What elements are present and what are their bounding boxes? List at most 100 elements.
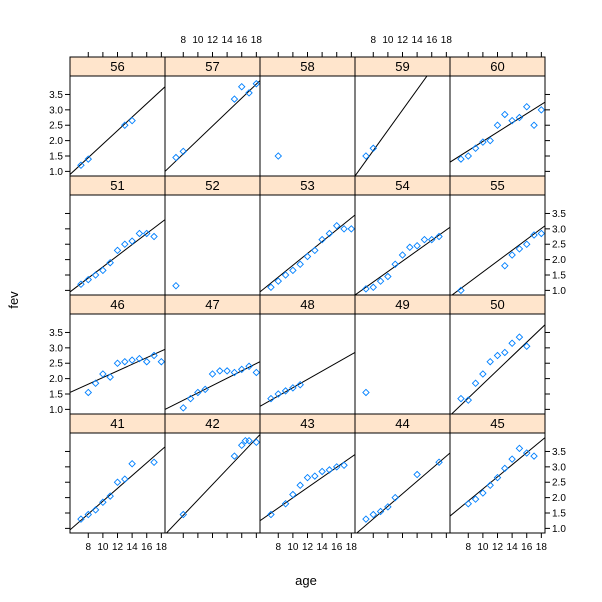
point-55-2 [508, 251, 516, 259]
strip-label-58: 58 [300, 59, 314, 74]
x-tick-label: 16 [236, 35, 248, 46]
y-tick-label: 1.0 [49, 405, 63, 416]
point-44-5 [413, 470, 421, 479]
x-tick-label: 8 [370, 35, 376, 46]
point-45-5 [501, 464, 509, 473]
point-51-3 [99, 266, 107, 275]
regression-line-44 [356, 452, 450, 533]
axes-layer: 8 10 12 14 16 188 10 12 14 16 188 10 12 14 16 188 10 12 14… [49, 35, 566, 553]
point-60-0 [457, 155, 465, 163]
point-50-8 [515, 333, 524, 341]
point-41-8 [150, 458, 158, 466]
panel-45: 45 [449, 413, 546, 534]
x-tick-label: 16 [331, 542, 343, 553]
x-tick-label: 10 [287, 542, 299, 553]
point-50-2 [471, 379, 480, 387]
point-54-2 [376, 277, 385, 285]
y-tick-label: 1.5 [552, 509, 566, 520]
point-43-1 [281, 500, 290, 508]
point-48-4 [296, 381, 304, 389]
strip-label-43: 43 [300, 416, 314, 431]
point-43-9 [340, 461, 348, 470]
point-54-3 [384, 272, 392, 281]
x-tick-label: 14 [222, 35, 234, 46]
panel-41: 41 [69, 413, 166, 534]
y-tick-label: 2.0 [552, 493, 566, 504]
point-58-0 [274, 152, 283, 160]
point-47-5 [216, 367, 224, 375]
point-54-10 [435, 232, 443, 241]
point-47-7 [230, 368, 239, 377]
point-47-4 [208, 370, 217, 378]
point-46-3 [106, 373, 114, 381]
panel-47: 47 [164, 294, 261, 415]
y-tick-label: 1.0 [552, 286, 566, 297]
regression-line-60 [450, 101, 545, 163]
point-53-2 [281, 271, 290, 279]
point-46-1 [91, 379, 100, 387]
x-tick-label: 14 [317, 542, 329, 553]
x-tick-label: 12 [492, 542, 504, 553]
panel-56: 56 [69, 56, 166, 177]
point-54-9 [427, 235, 436, 244]
point-45-0 [464, 500, 473, 508]
y-tick-label: 2.5 [552, 478, 566, 489]
x-tick-label: 10 [382, 35, 394, 46]
point-45-1 [471, 495, 480, 503]
panel-59: 59 [354, 56, 451, 177]
strip-label-45: 45 [490, 416, 504, 431]
point-60-2 [471, 144, 480, 153]
point-60-1 [464, 152, 473, 160]
panel-52: 52 [164, 175, 261, 296]
strip-label-55: 55 [490, 178, 504, 193]
point-59-1 [369, 144, 378, 153]
point-53-3 [289, 266, 297, 275]
point-43-4 [303, 473, 312, 482]
point-46-10 [157, 357, 166, 366]
point-43-0 [267, 510, 275, 519]
point-50-7 [508, 339, 516, 347]
strip-label-49: 49 [395, 297, 409, 312]
x-tick-label: 12 [302, 542, 314, 553]
point-60-3 [479, 138, 487, 146]
strip-label-41: 41 [110, 416, 124, 431]
panel-53: 53 [259, 175, 356, 296]
strip-label-53: 53 [300, 178, 314, 193]
x-tick-label: 18 [346, 542, 358, 553]
strip-label-46: 46 [110, 297, 124, 312]
regression-line-56 [70, 86, 165, 175]
y-tick-label: 3.0 [552, 224, 566, 235]
point-47-0 [179, 404, 188, 412]
y-tick-label: 3.5 [552, 209, 566, 220]
regression-line-47 [165, 361, 260, 410]
point-43-6 [318, 467, 326, 476]
point-41-2 [91, 506, 100, 514]
strip-label-52: 52 [205, 178, 219, 193]
point-46-0 [84, 388, 93, 397]
point-45-9 [530, 452, 538, 460]
point-50-1 [464, 396, 473, 404]
point-60-9 [522, 103, 531, 111]
point-43-7 [325, 466, 334, 474]
point-54-5 [398, 251, 407, 259]
point-56-2 [121, 121, 129, 129]
x-tick-label: 18 [536, 542, 548, 553]
regression-line-57 [165, 80, 260, 172]
x-tick-label: 14 [412, 35, 424, 46]
x-tick-label: 10 [192, 35, 204, 46]
x-tick-label: 16 [426, 35, 438, 46]
x-tick-label: 12 [112, 542, 124, 553]
regression-line-46 [70, 348, 165, 393]
panel-43: 43 [259, 413, 356, 534]
point-47-6 [223, 367, 231, 375]
point-53-5 [303, 252, 312, 261]
point-52-0 [172, 282, 180, 290]
regression-line-55 [451, 225, 545, 295]
point-55-5 [530, 231, 538, 239]
point-51-10 [150, 232, 158, 241]
point-43-2 [289, 490, 297, 499]
strip-label-56: 56 [110, 59, 124, 74]
point-50-6 [501, 348, 509, 357]
point-60-10 [530, 121, 538, 129]
